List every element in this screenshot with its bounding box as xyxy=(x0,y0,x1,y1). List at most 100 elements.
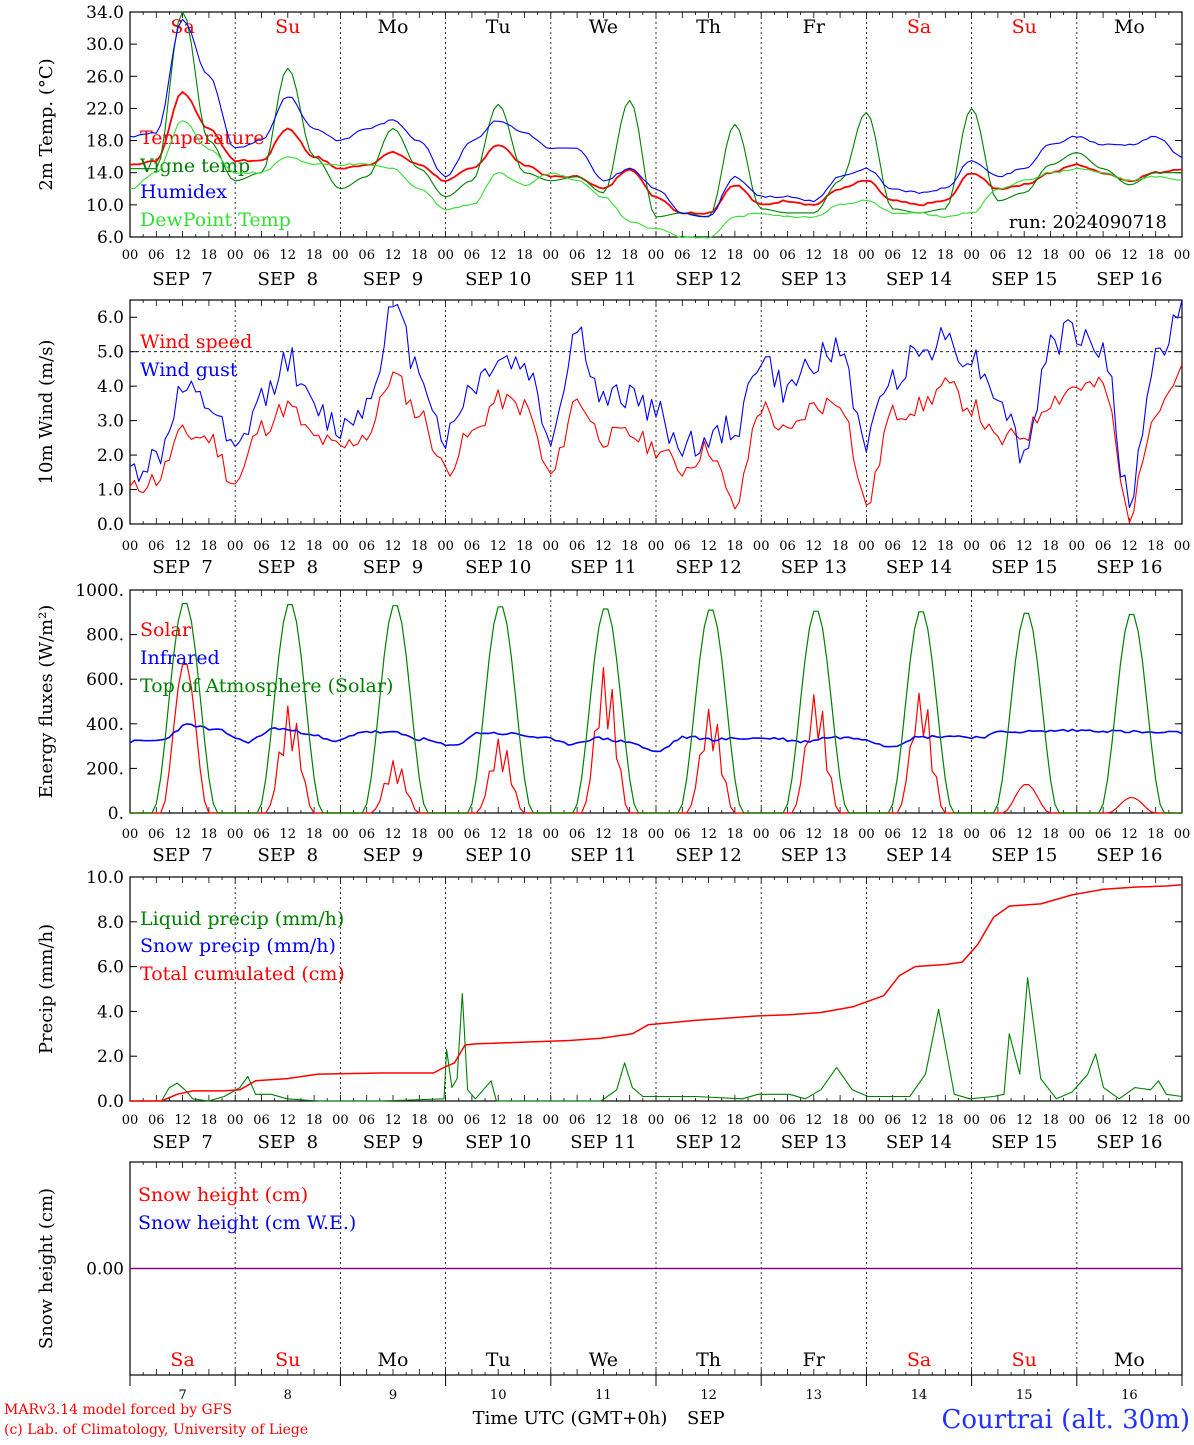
lab-credit: (c) Lab. of Climatology, University of L… xyxy=(4,1422,308,1438)
day-abbr-bottom: Sa xyxy=(170,1349,194,1371)
date-label: SEP 13 xyxy=(781,557,847,578)
series-top-of-atmosphere-solar- xyxy=(130,602,1182,814)
hour-label: 12 xyxy=(1121,1113,1138,1128)
hour-label: 18 xyxy=(306,248,323,263)
hour-label: 12 xyxy=(1016,827,1033,842)
day-abbr-top: Su xyxy=(1012,16,1037,38)
hour-label: 06 xyxy=(884,827,901,842)
date-label: SEP 10 xyxy=(465,1132,531,1153)
y-tick-label: 18.0 xyxy=(86,132,124,152)
date-label: SEP 14 xyxy=(886,269,952,290)
hour-label: 00 xyxy=(1069,248,1086,263)
y-tick-label: 200. xyxy=(86,759,124,779)
hour-label: 00 xyxy=(227,1113,244,1128)
hour-label: 18 xyxy=(1147,1113,1164,1128)
series-wind-gust xyxy=(129,299,1183,509)
hour-label: 00 xyxy=(543,539,560,554)
hour-label: 12 xyxy=(1016,248,1033,263)
day-number: 14 xyxy=(911,1388,928,1403)
date-label: SEP 7 xyxy=(152,269,212,290)
date-label: SEP 9 xyxy=(363,845,423,866)
legend-snow-precip-mm-h-: Snow precip (mm/h) xyxy=(140,935,336,957)
day-abbr-top: Mo xyxy=(1114,16,1145,38)
hour-label: 12 xyxy=(595,1113,612,1128)
y-tick-label: 2.0 xyxy=(97,1047,124,1067)
time-axis-title: Time UTC (GMT+0h) xyxy=(473,1408,668,1429)
date-label: SEP 9 xyxy=(363,557,423,578)
day-number: 9 xyxy=(389,1388,397,1403)
day-abbr-bottom: Su xyxy=(275,1349,300,1371)
date-label: SEP 7 xyxy=(152,1132,212,1153)
date-label: SEP 10 xyxy=(465,845,531,866)
date-label: SEP 14 xyxy=(886,1132,952,1153)
hour-label: 00 xyxy=(1174,827,1191,842)
time-axis-month: SEP xyxy=(687,1408,725,1429)
hour-label: 12 xyxy=(806,248,823,263)
hour-label: 00 xyxy=(753,827,770,842)
day-abbr-top: Th xyxy=(696,16,721,38)
model-credit: MARv3.14 model forced by GFS xyxy=(4,1402,232,1418)
day-number: 13 xyxy=(806,1388,823,1403)
day-number: 15 xyxy=(1016,1388,1033,1403)
y-tick-label: 0.00 xyxy=(86,1260,124,1280)
hour-label: 00 xyxy=(963,1113,980,1128)
hour-label: 06 xyxy=(464,827,481,842)
hour-label: 06 xyxy=(1095,827,1112,842)
hour-label: 06 xyxy=(148,827,165,842)
legend-infrared: Infrared xyxy=(140,647,220,669)
hour-label: 00 xyxy=(858,539,875,554)
y-tick-label: 3.0 xyxy=(97,412,124,432)
y-tick-label: 1.0 xyxy=(97,481,124,501)
day-abbr-top: Sa xyxy=(907,16,931,38)
hour-label: 06 xyxy=(253,539,270,554)
station-name: Courtrai (alt. 30m) xyxy=(942,1405,1191,1435)
day-abbr-bottom: Sa xyxy=(907,1349,931,1371)
y-tick-label: 4.0 xyxy=(97,377,124,397)
day-abbr-bottom: Fr xyxy=(803,1349,826,1371)
hour-label: 06 xyxy=(674,1113,691,1128)
hour-label: 06 xyxy=(990,248,1007,263)
hour-label: 12 xyxy=(385,539,402,554)
hour-label: 00 xyxy=(963,827,980,842)
hour-label: 00 xyxy=(543,248,560,263)
date-label: SEP 16 xyxy=(1096,845,1162,866)
hour-label: 12 xyxy=(1016,1113,1033,1128)
date-label: SEP 13 xyxy=(781,269,847,290)
hour-label: 18 xyxy=(1042,827,1059,842)
hour-label: 06 xyxy=(990,539,1007,554)
date-label: SEP 11 xyxy=(570,557,636,578)
date-label: SEP 15 xyxy=(991,557,1057,578)
hour-label: 00 xyxy=(1069,539,1086,554)
day-number: 16 xyxy=(1121,1388,1138,1403)
hour-label: 06 xyxy=(464,1113,481,1128)
hour-label: 06 xyxy=(358,1113,375,1128)
hour-label: 18 xyxy=(201,827,218,842)
legend-wind-gust: Wind gust xyxy=(140,359,238,381)
hour-label: 18 xyxy=(516,248,533,263)
y-tick-label: 400. xyxy=(86,715,124,735)
date-label: SEP 14 xyxy=(886,557,952,578)
y-axis-title: Energy fluxes (W/m²) xyxy=(36,605,57,799)
hour-label: 00 xyxy=(122,827,139,842)
hour-label: 12 xyxy=(700,827,717,842)
hour-label: 12 xyxy=(700,1113,717,1128)
hour-label: 18 xyxy=(516,827,533,842)
legend-liquid-precip-mm-h-: Liquid precip (mm/h) xyxy=(140,908,344,930)
hour-label: 06 xyxy=(569,827,586,842)
y-tick-label: 0.0 xyxy=(97,515,124,535)
hour-label: 12 xyxy=(700,539,717,554)
hour-label: 00 xyxy=(122,539,139,554)
date-label: SEP 13 xyxy=(781,1132,847,1153)
series-temperature xyxy=(129,91,1183,215)
hour-label: 12 xyxy=(1121,827,1138,842)
hour-label: 18 xyxy=(832,1113,849,1128)
hour-label: 18 xyxy=(1042,539,1059,554)
series-infrared xyxy=(129,723,1183,753)
hour-label: 18 xyxy=(1147,248,1164,263)
hour-label: 06 xyxy=(358,539,375,554)
hour-label: 18 xyxy=(306,827,323,842)
hour-label: 00 xyxy=(227,827,244,842)
hour-label: 06 xyxy=(884,539,901,554)
date-label: SEP 13 xyxy=(781,845,847,866)
